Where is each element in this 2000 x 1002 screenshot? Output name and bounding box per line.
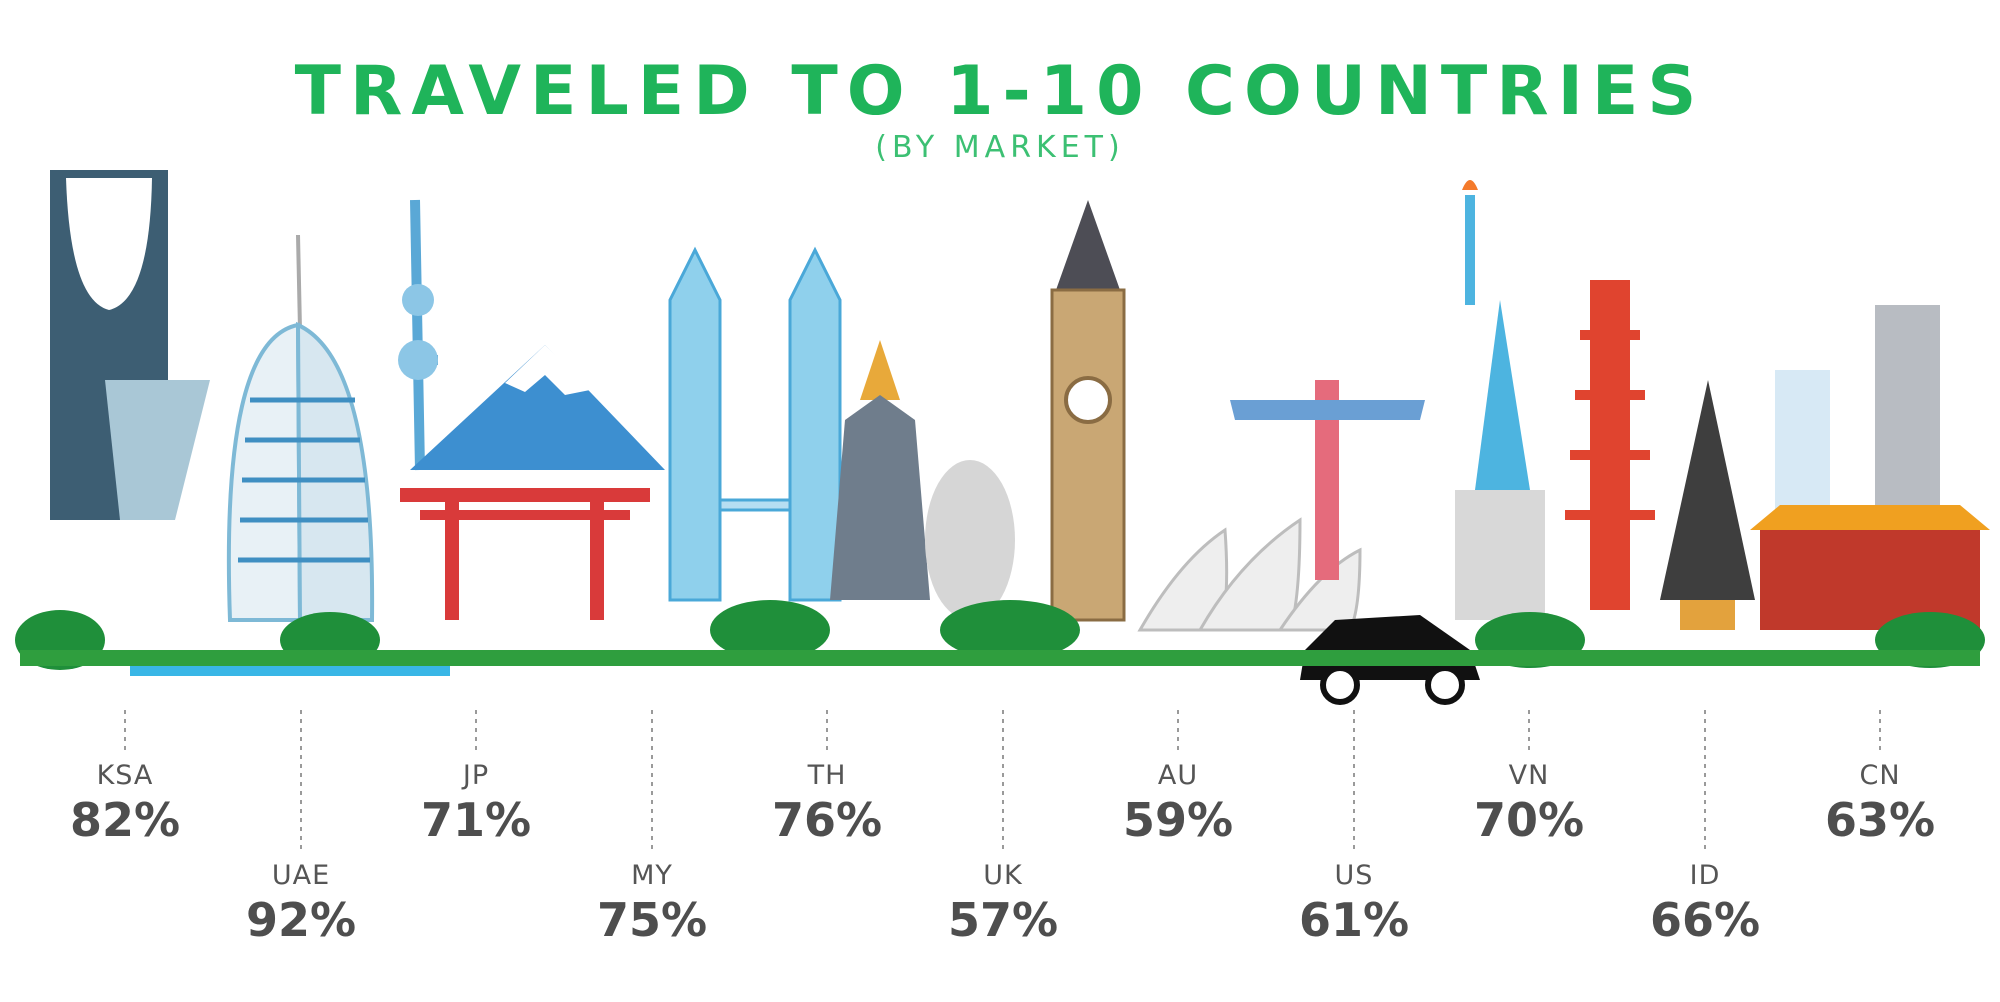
market-name: CN bbox=[1859, 760, 1901, 791]
market-name: UK bbox=[983, 860, 1023, 891]
burj-al-arab-landmark bbox=[226, 234, 375, 622]
market-value: 76% bbox=[771, 793, 883, 847]
pagoda-landmark bbox=[1565, 210, 1655, 610]
market-value: 61% bbox=[1298, 893, 1410, 947]
market-name: US bbox=[1334, 860, 1374, 891]
tokyo-skytree-landmark bbox=[398, 199, 438, 471]
market-name: MY bbox=[631, 860, 673, 891]
big-ben-landmark bbox=[1050, 200, 1126, 622]
market-name: UAE bbox=[271, 860, 331, 891]
ground-strip bbox=[20, 650, 1980, 666]
market-label-jp: JP 71% bbox=[366, 760, 586, 847]
market-label-ksa: KSA 82% bbox=[15, 760, 235, 847]
chart-subtitle: (BY MARKET) bbox=[875, 130, 1125, 165]
petronas-towers-landmark bbox=[668, 246, 842, 602]
market-label-vn: VN 70% bbox=[1419, 760, 1639, 847]
thai-temple-landmark bbox=[830, 340, 1015, 620]
torii-gate-landmark bbox=[400, 488, 650, 620]
market-value: 75% bbox=[596, 893, 708, 947]
totem-pole-landmark bbox=[1230, 380, 1425, 580]
chart-title: TRAVELED TO 1-10 COUNTRIES bbox=[294, 52, 1706, 131]
chinese-palace-landmark bbox=[1750, 305, 1990, 630]
kingdom-centre-landmark bbox=[50, 170, 210, 520]
market-label-th: TH 76% bbox=[717, 760, 937, 847]
sydney-opera-house-landmark bbox=[1137, 517, 1362, 632]
market-name: AU bbox=[1157, 760, 1199, 791]
market-name: KSA bbox=[96, 760, 154, 791]
market-value: 59% bbox=[1122, 793, 1234, 847]
market-name: ID bbox=[1689, 860, 1721, 891]
market-value: 70% bbox=[1473, 793, 1585, 847]
market-label-cn: CN 63% bbox=[1770, 760, 1990, 847]
mount-fuji-landmark bbox=[410, 345, 665, 470]
market-label-id: ID 66% bbox=[1595, 860, 1815, 947]
statue-of-liberty-landmark bbox=[1455, 180, 1545, 620]
market-value: 71% bbox=[420, 793, 532, 847]
market-label-my: MY 75% bbox=[542, 860, 762, 947]
water-strip bbox=[130, 666, 450, 676]
market-label-uae: UAE 92% bbox=[191, 860, 411, 947]
market-value: 63% bbox=[1824, 793, 1936, 847]
balinese-shrine-landmark bbox=[1660, 380, 1755, 630]
market-value: 57% bbox=[947, 893, 1059, 947]
market-label-us: US 61% bbox=[1244, 860, 1464, 947]
market-label-uk: UK 57% bbox=[893, 860, 1113, 947]
market-name: TH bbox=[807, 760, 847, 791]
market-value: 66% bbox=[1649, 893, 1761, 947]
market-label-au: AU 59% bbox=[1068, 760, 1288, 847]
market-name: VN bbox=[1508, 760, 1550, 791]
market-value: 92% bbox=[245, 893, 357, 947]
market-value: 82% bbox=[69, 793, 181, 847]
market-name: JP bbox=[462, 760, 490, 791]
